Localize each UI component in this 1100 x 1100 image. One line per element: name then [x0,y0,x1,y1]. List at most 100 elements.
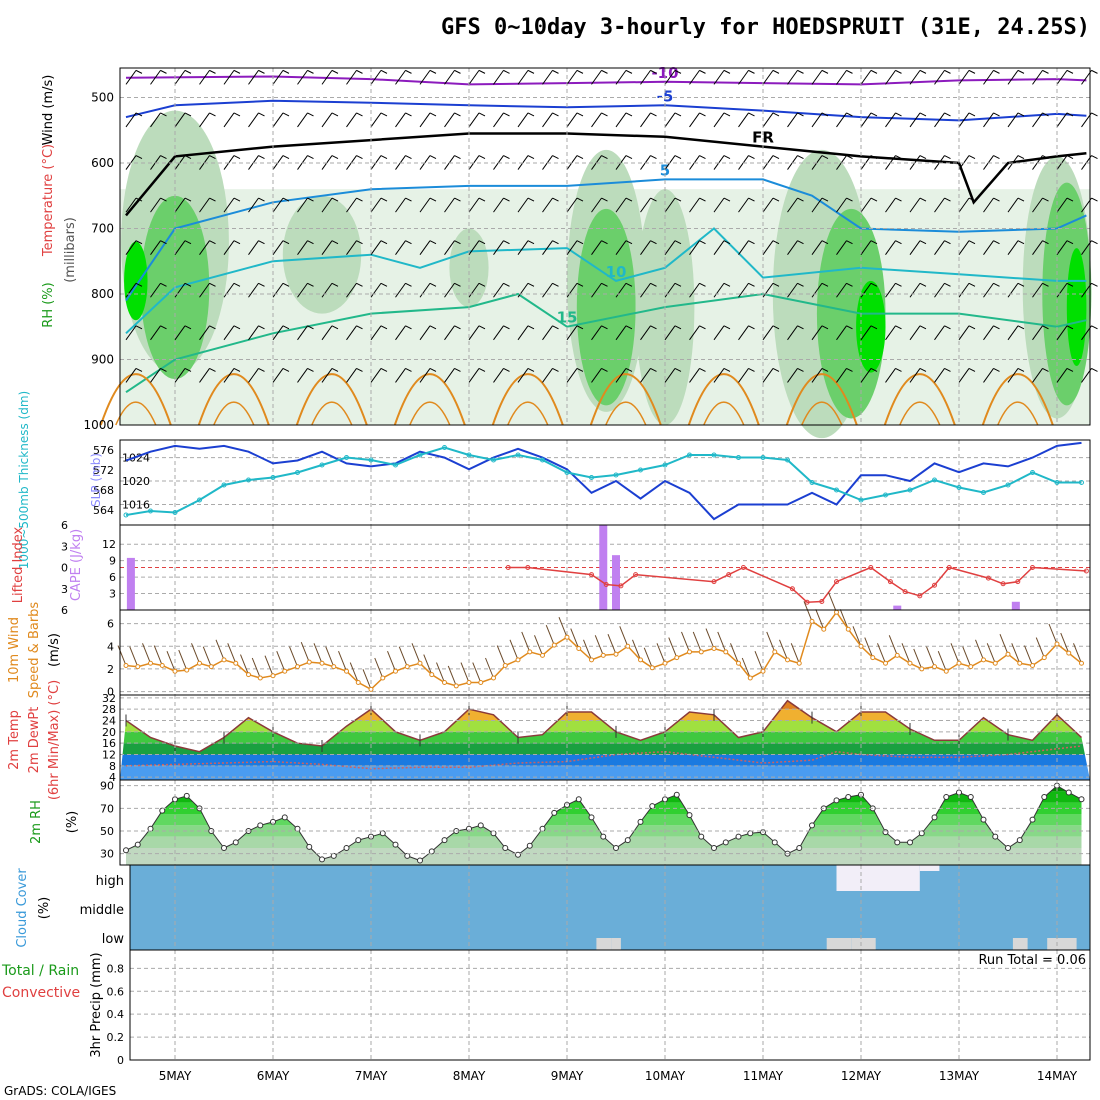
wind-barb [566,112,578,128]
rh-point [771,839,778,846]
wind-barb [821,112,829,117]
lifted-index-line [949,566,1034,585]
wind-barb [713,197,725,213]
wind-barb [493,368,504,383]
surface-isotherm [687,373,760,426]
thickness-point [1054,480,1060,485]
wind-barb [321,282,333,298]
wind-barb [674,282,682,287]
rh-point [637,818,644,825]
wind-barb [160,325,167,330]
wind-speed-point [821,626,827,632]
wind-barb [346,112,357,128]
wind-barb [419,325,431,341]
wind-barb [993,367,1000,372]
wind-barb [395,325,406,341]
wind-barb [405,69,412,74]
wind-barb [821,367,829,372]
wind-tick: 6 [107,618,114,631]
wind-speed-point [834,609,839,615]
lifted-index-line [527,566,744,587]
wind-speed-point [747,675,753,681]
wind-speed-point [600,652,606,658]
wind-barb [125,325,137,341]
wind-barb-10m [619,626,629,647]
wind-barb [331,69,339,74]
lifted-index-point [789,586,795,592]
wind-barb [209,197,216,202]
wind-barb [321,70,333,85]
wind-speed-point [1005,651,1011,657]
surface-isotherm [883,373,956,426]
dewpoint-line [125,745,1082,770]
wind-speed-point [466,680,472,686]
wind-barb [968,282,976,287]
wind-barb [419,240,431,255]
wind-barb-10m [142,643,151,664]
wind-barb [380,112,388,117]
thickness-point [295,470,300,475]
rh-point [1016,837,1023,844]
rh-point [257,822,264,829]
wind-barb [811,197,823,213]
wind-barb [895,155,902,159]
low-cloud-clear-block [1047,938,1077,950]
wind-barb [625,240,633,245]
wind-barb [836,368,847,383]
cape-bar [1011,601,1020,610]
wind-barb [640,112,651,128]
wind-barb [258,69,265,74]
rh-point [918,830,925,837]
side-label: (%) [37,897,52,920]
wind-barb [811,112,823,128]
rh-point [355,837,362,844]
temp-tick: 16 [102,737,116,750]
wind-barb [331,240,339,245]
wind-barb [493,70,504,85]
wind-barb-10m [779,639,788,661]
wind-barb [576,282,584,287]
wind-barb [1066,240,1074,245]
wind-barb [395,70,406,85]
wind-speed-point [380,675,386,681]
wind-barb [307,240,314,245]
wind-barb [738,282,749,298]
wind-barb [772,69,780,74]
thickness-point [466,452,472,458]
wind-barb [370,197,382,213]
side-label: 1000~500mb Thickness (dm) [17,391,31,569]
wind-speed-point [491,675,496,681]
wind-barb [1066,69,1074,74]
cape-bar [893,605,902,610]
wind-barb-10m [545,624,555,646]
low-cloud-clear-block [596,938,612,950]
wind-barb [160,240,167,245]
side-label: Speed & Barbs [27,602,42,699]
wind-barb [380,240,388,245]
wind-barb [248,197,259,213]
rh-point [882,829,889,836]
wind-barb-10m [472,662,482,683]
pressure-tick: 1000 [83,418,114,432]
wind-barb [405,197,412,202]
wind-barb-10m [741,657,751,679]
wind-barb [174,240,186,255]
wind-barb-10m [877,643,886,664]
wind-barb [615,368,627,383]
temp-tick: 20 [102,726,116,739]
wind-barb [125,197,137,213]
wind-barb [625,282,633,287]
wind-barb [601,112,608,117]
wind-barb-10m [1011,643,1021,664]
wind-barb [650,69,657,74]
wind-barb [787,240,798,255]
wind-speed-point [221,657,227,663]
wind-barb [640,368,651,383]
rh-tick: 50 [100,825,114,838]
rh-point [613,845,619,851]
wind-barb [797,155,804,159]
lifted-index-point [1030,565,1035,570]
wind-barb [919,282,927,287]
wind-barb [527,112,535,117]
wind-barb [478,367,486,372]
